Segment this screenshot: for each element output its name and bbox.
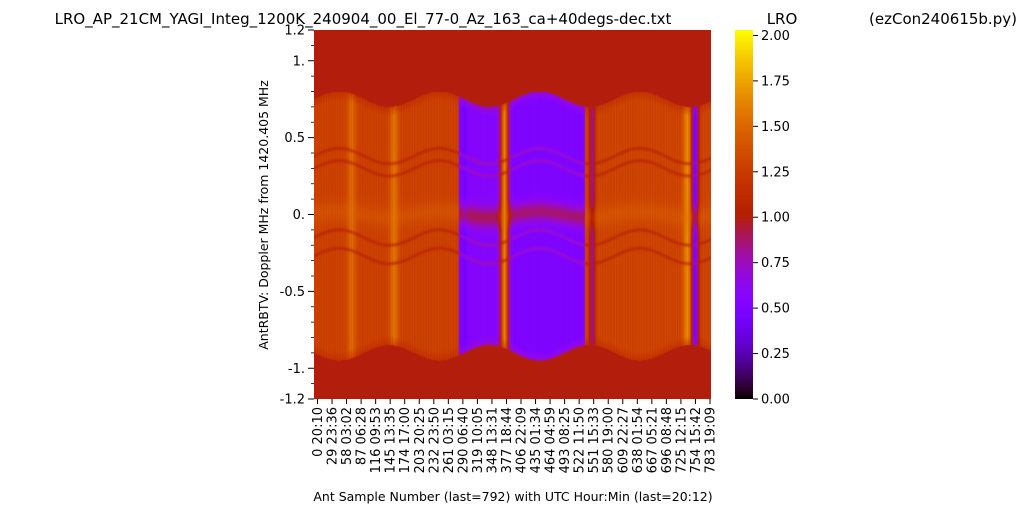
y-tick-label: -1. [288,362,305,377]
x-tick-label: 261 03:15 [442,407,457,473]
x-tick-label: 493 08:25 [558,407,573,473]
x-tick-label: 58 03:02 [340,407,355,465]
x-tick-label: 0 20:10 [311,407,326,457]
x-tick-label: 29 23:36 [326,407,341,465]
colorbar-tick-label: 0.50 [761,302,790,317]
colorbar-tick-label: 0.75 [761,256,790,271]
x-tick-label: 725 12:15 [674,407,689,473]
x-tick-label: 290 06:40 [456,407,471,473]
y-tick-label: 1. [293,54,305,69]
x-tick-label: 174 17:00 [398,407,413,473]
heatmap-image [314,30,711,399]
x-tick-label: 203 20:25 [413,407,428,473]
y-axis: 1.2 1. 0.5 0. -0.5 -1. -1.2 [280,24,314,408]
y-axis-label: AntRBTV: Doppler MHz from 1420.405 MHz [256,80,271,350]
x-axis: 0 20:10 29 23:36 58 03:02 87 06:28 116 09:53… [311,399,718,473]
y-tick-label: 1.2 [284,24,305,39]
chart-title: LRO_AP_21CM_YAGI_Integ_1200K_240904_00_E… [55,10,672,29]
colorbar-tick-label: 2.00 [761,29,790,44]
x-tick-label: 145 13:35 [384,407,399,473]
y-tick-label: -0.5 [280,285,305,300]
x-tick-label: 696 08:48 [660,407,675,473]
x-tick-label: 406 22:09 [515,407,530,473]
colorbar-tick-label: 0.00 [761,393,790,408]
colorbar [735,30,753,399]
x-tick-label: 580 19:00 [602,407,617,473]
colorbar-tick-label: 1.00 [761,211,790,226]
x-tick-label: 116 09:53 [369,407,384,473]
x-tick-label: 638 01:54 [631,407,646,473]
colorbar-axis: 0.00 0.25 0.50 0.75 1.00 1.25 1.50 1.75 2.00 [753,29,790,408]
x-tick-label: 754 15:42 [689,407,704,473]
x-tick-label: 377 18:44 [500,407,515,473]
colorbar-tick-label: 0.25 [761,347,790,362]
chart-title-script: (ezCon240615b.py) [869,10,1017,28]
x-tick-label: 522 11:50 [573,407,588,473]
x-tick-label: 464 04:59 [544,407,559,473]
chart-title-lro: LRO [767,10,798,28]
x-tick-label: 609 22:27 [616,407,631,473]
y-tick-label: 0. [293,208,305,223]
y-tick-label: -1.2 [280,393,305,408]
colorbar-tick-label: 1.50 [761,120,790,135]
colorbar-tick-label: 1.25 [761,165,790,180]
x-tick-label: 319 10:05 [471,407,486,473]
y-tick-label: 0.5 [284,131,305,146]
colorbar-tick-label: 1.75 [761,74,790,89]
x-tick-label: 667 05:21 [645,407,660,473]
x-tick-label: 783 19:09 [703,407,718,473]
x-tick-label: 348 13:31 [485,407,500,473]
x-tick-label: 87 06:28 [355,407,370,465]
x-tick-label: 435 01:34 [529,407,544,473]
x-tick-label: 551 15:33 [587,407,602,473]
x-axis-label: Ant Sample Number (last=792) with UTC Ho… [313,489,712,504]
x-tick-label: 232 23:50 [427,407,442,473]
